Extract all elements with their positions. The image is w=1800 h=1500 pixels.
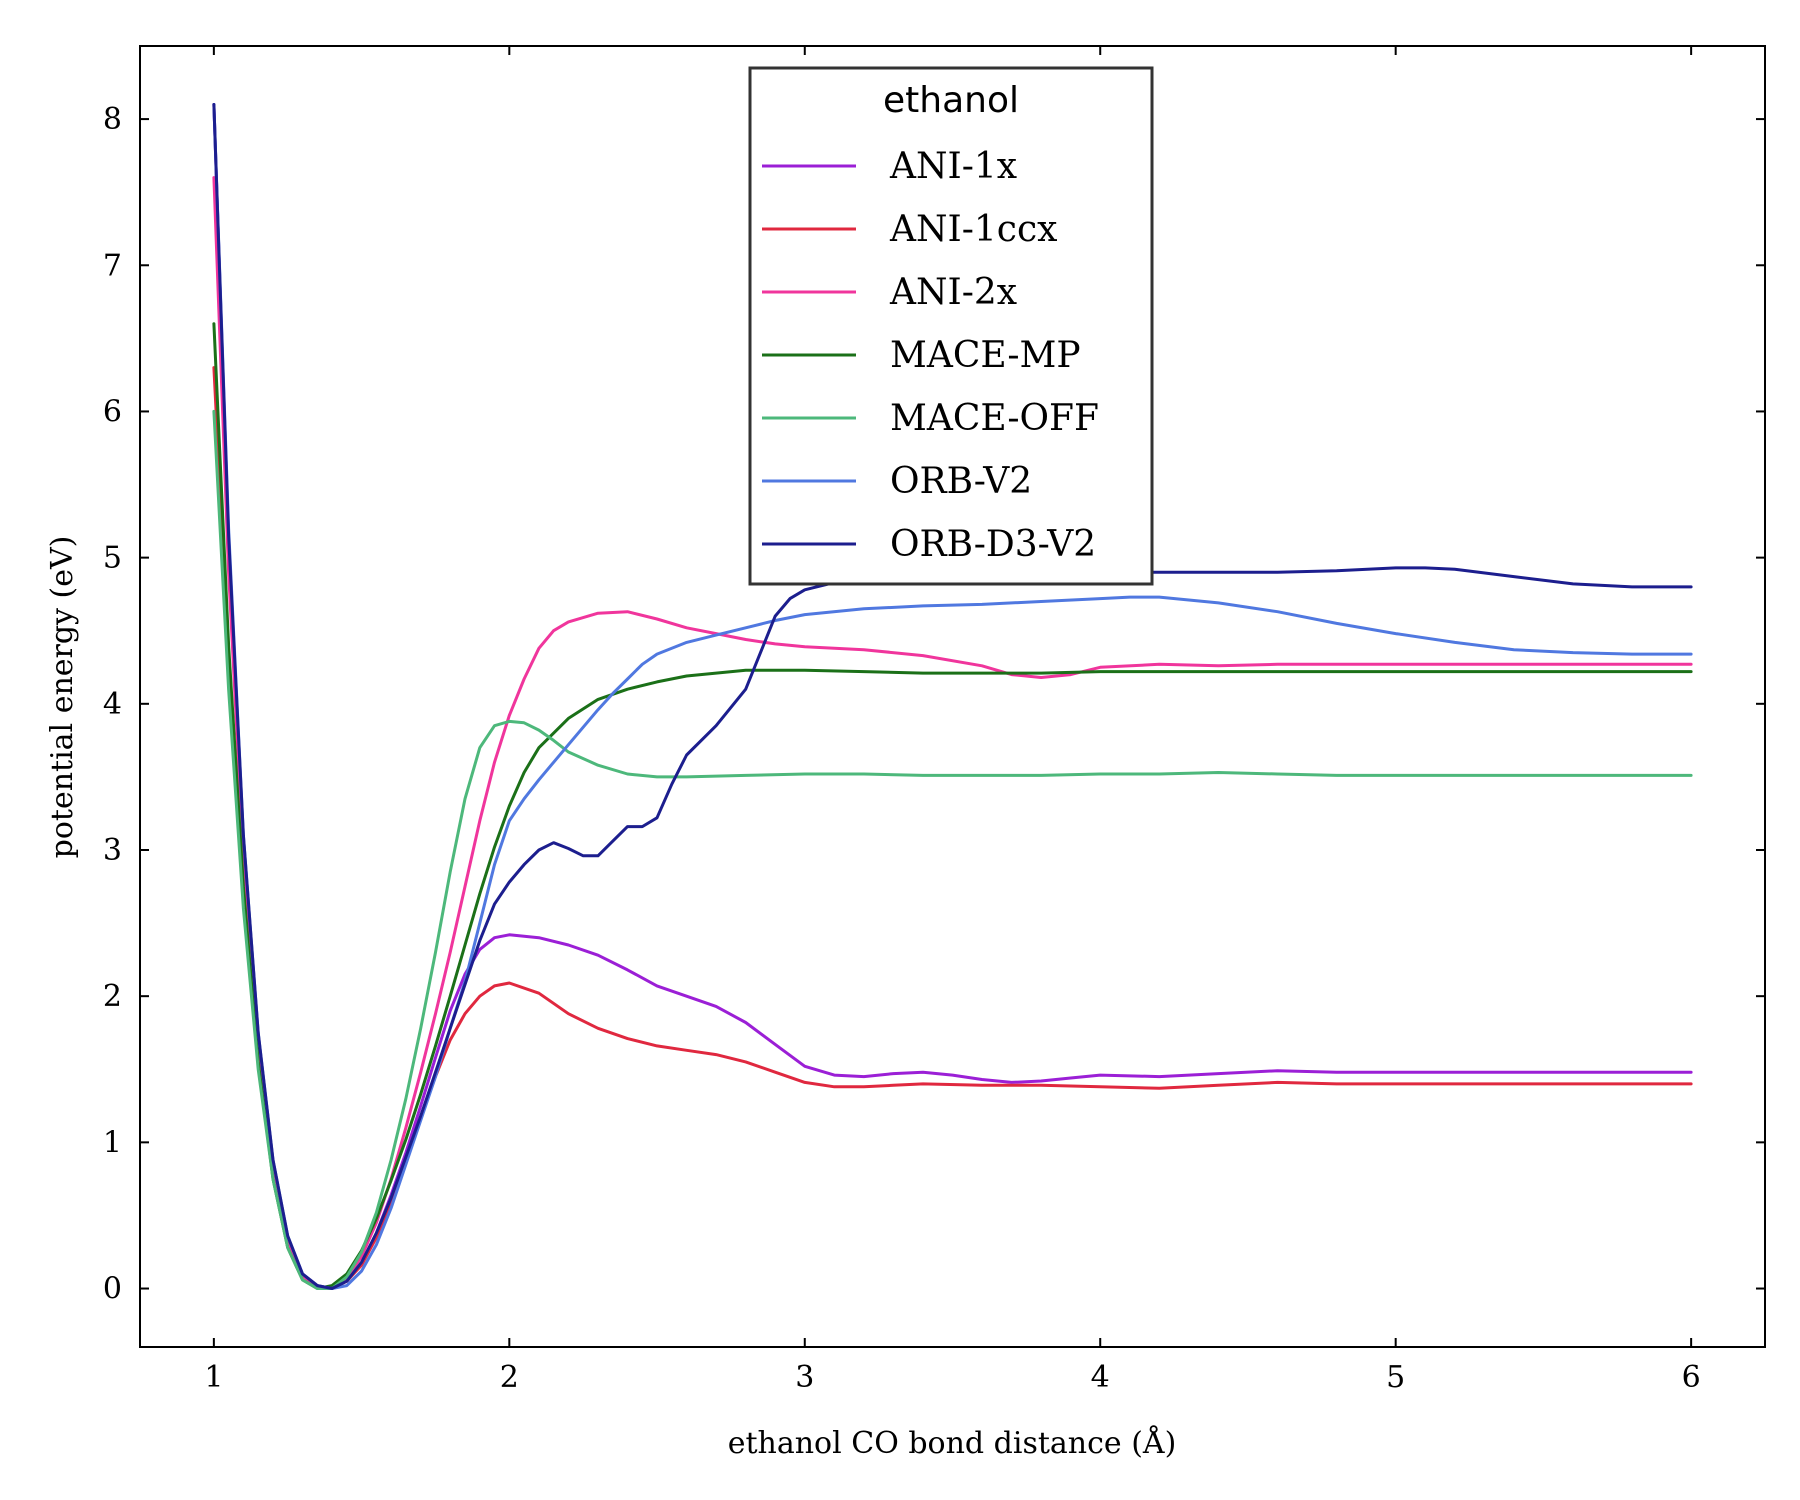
legend-label-orb-d3-v2: ORB-D3-V2: [890, 524, 1096, 565]
series-layer: [212, 103, 1693, 1290]
series-line-mace-off: [212, 409, 1693, 1290]
y-tick-label: 1: [103, 1125, 122, 1160]
legend-box: [748, 66, 1154, 586]
x-tick-label: 4: [1091, 1360, 1110, 1395]
legend-label-ani-1x: ANI-1x: [889, 146, 1017, 187]
y-tick-label: 7: [103, 248, 122, 283]
legend-label-mace-mp: MACE-MP: [890, 335, 1081, 376]
y-tick-label: 2: [103, 979, 122, 1014]
plot-frame: [139, 45, 1766, 1348]
legend-title: ethanol: [883, 80, 1019, 121]
legend-label-ani-1ccx: ANI-1ccx: [889, 209, 1057, 250]
series-line-orb-d3-v2: [212, 103, 1693, 1290]
legend-label-orb-v2: ORB-V2: [890, 461, 1032, 502]
y-tick-label: 6: [103, 394, 122, 429]
x-axis-label: ethanol CO bond distance (Å): [728, 1425, 1177, 1461]
y-tick-label: 4: [103, 687, 122, 722]
y-tick-label: 3: [103, 833, 122, 868]
series-line-orb-v2: [212, 103, 1693, 1290]
legend-entries: ANI-1x ANI-1ccx ANI-2x MACE-MP MACE-OFF ORB-V…: [762, 146, 1099, 565]
legend-label-mace-off: MACE-OFF: [890, 398, 1099, 439]
y-tick-label: 8: [103, 102, 122, 137]
ticks-layer: 1 2 3 4 5 6 0 1 2 3 4 5 6 7 8: [103, 46, 1765, 1395]
x-tick-label: 2: [500, 1360, 519, 1395]
x-tick-label: 6: [1682, 1360, 1701, 1395]
x-tick-label: 1: [204, 1360, 223, 1395]
x-tick-label: 5: [1386, 1360, 1405, 1395]
legend-label-ani-2x: ANI-2x: [889, 272, 1017, 313]
y-tick-label: 0: [103, 1272, 122, 1307]
legend: ethanol ANI-1x ANI-1ccx ANI-2x MACE-MP MACE-…: [748, 66, 1154, 586]
y-tick-label: 5: [103, 541, 122, 576]
x-tick-label: 3: [795, 1360, 814, 1395]
y-axis-label: potential energy (eV): [45, 536, 80, 859]
